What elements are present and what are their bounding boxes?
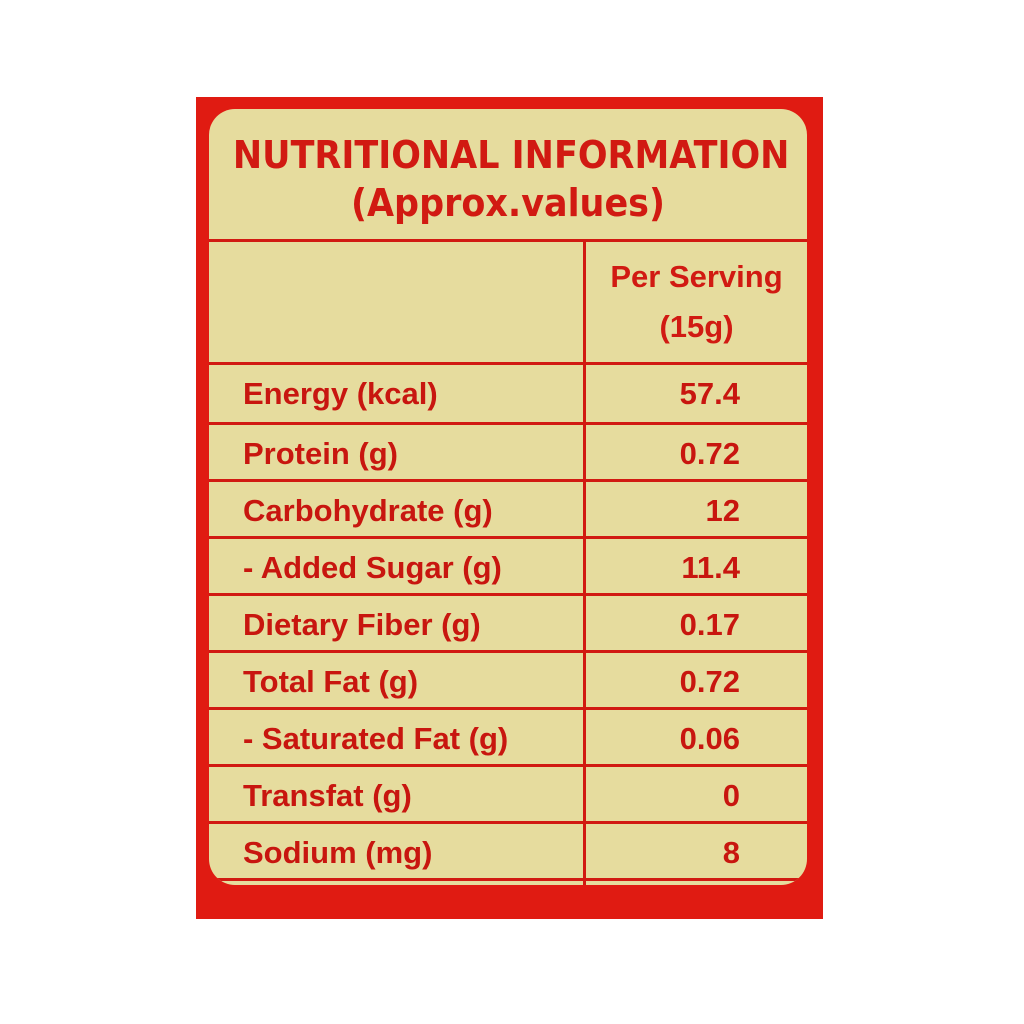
column-divider	[583, 241, 586, 885]
row-label: Carbohydrate (g)	[243, 493, 493, 528]
table-row: Protein (g) 0.72	[209, 425, 807, 482]
subtitle: (Approx.values)	[351, 181, 665, 225]
row-value: 0.72	[679, 664, 740, 699]
row-label: - Added Sugar (g)	[243, 550, 502, 585]
row-label: Energy (kcal)	[243, 376, 438, 411]
row-rule	[209, 764, 807, 767]
row-rule	[209, 821, 807, 824]
table-row: Transfat (g) 0	[209, 767, 807, 824]
row-rule	[209, 593, 807, 596]
row-value: 0.17	[679, 607, 740, 642]
table-row: Carbohydrate (g) 12	[209, 482, 807, 539]
header-rule	[209, 362, 807, 365]
row-value: 57.4	[679, 376, 740, 411]
table-row: Energy (kcal) 57.4	[209, 365, 807, 422]
row-value: 12	[705, 493, 740, 528]
row-rule	[209, 536, 807, 539]
table-row: Total Fat (g) 0.72	[209, 653, 807, 710]
table-row: Dietary Fiber (g) 0.17	[209, 596, 807, 653]
nutrition-label: NUTRITIONAL INFORMATION (Approx.values) …	[196, 97, 823, 919]
table-row: - Added Sugar (g) 11.4	[209, 539, 807, 596]
table-top-rule	[209, 239, 807, 242]
nutrition-card: NUTRITIONAL INFORMATION (Approx.values) …	[209, 109, 807, 885]
table-row: Sodium (mg) 8	[209, 824, 807, 881]
row-rule	[209, 650, 807, 653]
row-rule	[209, 878, 807, 881]
title: NUTRITIONAL INFORMATION	[232, 133, 790, 177]
row-label: - Saturated Fat (g)	[243, 721, 509, 756]
row-value: 0.72	[679, 436, 740, 471]
column-header-serving-size: (15g)	[659, 309, 734, 344]
row-value: 8	[722, 835, 740, 870]
row-value: 0	[722, 778, 740, 813]
row-label: Protein (g)	[243, 436, 398, 471]
row-rule	[209, 422, 807, 425]
row-value: 11.4	[681, 550, 740, 585]
row-rule	[209, 707, 807, 710]
row-label: Sodium (mg)	[243, 835, 433, 870]
row-label: Dietary Fiber (g)	[243, 607, 481, 642]
row-label: Transfat (g)	[243, 778, 412, 813]
table-row: - Saturated Fat (g) 0.06	[209, 710, 807, 767]
row-value: 0.06	[679, 721, 740, 756]
row-label: Total Fat (g)	[243, 664, 419, 699]
row-rule	[209, 479, 807, 482]
column-header-per-serving: Per Serving	[610, 259, 783, 294]
